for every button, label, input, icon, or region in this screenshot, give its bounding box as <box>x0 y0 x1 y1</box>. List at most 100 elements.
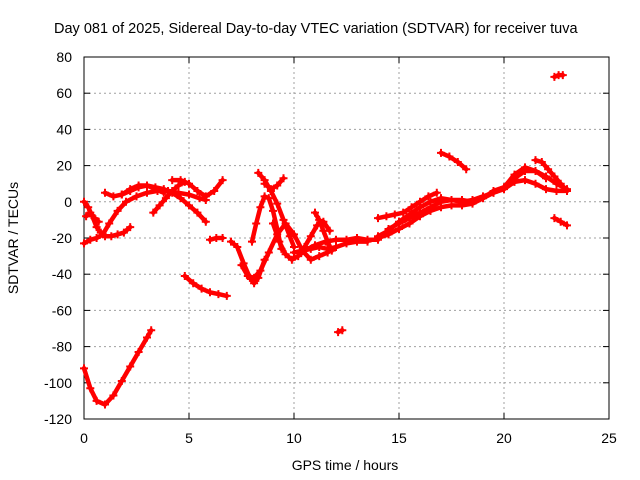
data-point <box>275 237 284 246</box>
data-point <box>109 391 118 400</box>
data-point <box>143 188 151 197</box>
data-point <box>273 181 282 190</box>
data-point <box>80 364 88 373</box>
data-point <box>315 252 324 261</box>
series-track-09 <box>180 272 231 300</box>
data-point <box>176 176 185 185</box>
series-track-04 <box>82 208 103 226</box>
data-point <box>416 197 424 206</box>
x-tick-labels: 0 5 10 15 20 25 <box>80 430 617 446</box>
data-point <box>101 188 109 197</box>
data-point <box>96 228 105 237</box>
y-tick-label: 80 <box>56 49 72 65</box>
data-point <box>332 243 340 252</box>
data-point <box>101 400 109 409</box>
data-point <box>437 197 445 206</box>
track-line <box>438 150 469 172</box>
data-point <box>279 215 288 224</box>
data-point <box>80 239 88 248</box>
data-point <box>254 168 263 177</box>
data-point <box>92 396 101 405</box>
y-tick-label: -80 <box>52 339 72 355</box>
data-point <box>113 206 122 215</box>
data-point <box>327 246 336 255</box>
data-point <box>195 194 204 203</box>
data-point <box>542 174 550 183</box>
data-point <box>315 243 324 252</box>
chart-title: Day 081 of 2025, Sidereal Day-to-day VTE… <box>54 21 578 37</box>
track-line <box>386 168 549 232</box>
data-point <box>143 333 151 342</box>
data-point <box>250 273 259 282</box>
series-track-28 <box>550 71 567 81</box>
data-point <box>218 176 227 185</box>
data-point <box>143 181 151 190</box>
data-point <box>126 223 135 232</box>
y-axis-label: SDTVAR / TECUs <box>5 182 21 294</box>
data-point <box>86 384 95 393</box>
y-tick-label: -40 <box>52 266 72 282</box>
data-point <box>266 185 275 194</box>
data-point <box>390 210 399 219</box>
data-point <box>453 157 462 166</box>
data-point <box>233 243 242 252</box>
data-point <box>180 272 189 281</box>
y-tick-label: 40 <box>56 121 72 137</box>
grid-lines <box>84 57 609 419</box>
data-point <box>256 203 265 212</box>
data-point <box>92 234 101 242</box>
data-point <box>109 192 118 201</box>
data-point <box>193 208 202 217</box>
y-tick-label: -60 <box>52 302 72 318</box>
track-line <box>239 221 370 281</box>
data-point <box>161 194 170 203</box>
data-point <box>384 224 393 233</box>
data-point <box>531 179 540 188</box>
series-track-18 <box>300 217 334 252</box>
data-point <box>382 212 391 221</box>
data-point <box>399 208 408 217</box>
data-point <box>521 167 529 176</box>
data-point <box>437 148 445 157</box>
data-point <box>363 235 372 244</box>
data-point <box>405 214 414 223</box>
data-point <box>206 288 214 297</box>
data-point <box>432 188 441 197</box>
data-point <box>80 197 88 206</box>
data-point <box>315 215 324 224</box>
data-point <box>531 156 540 165</box>
series-track-07 <box>149 177 189 217</box>
series-track-06 <box>117 181 210 226</box>
data-point <box>550 214 559 223</box>
data-point <box>264 248 273 257</box>
data-point <box>126 186 135 195</box>
data-point <box>134 183 143 192</box>
data-point <box>256 266 265 275</box>
data-point <box>168 186 177 195</box>
data-point <box>117 190 126 199</box>
data-point <box>424 192 433 201</box>
data-point <box>447 195 456 204</box>
data-point <box>201 192 210 201</box>
series-track-20 <box>334 326 347 337</box>
data-point <box>92 223 101 232</box>
data-point <box>542 185 550 194</box>
data-point <box>544 165 553 174</box>
data-point <box>323 237 332 246</box>
data-point <box>82 212 91 221</box>
x-tick-label: 15 <box>391 430 407 446</box>
data-point <box>105 219 114 228</box>
data-point <box>342 235 351 244</box>
data-point <box>269 219 277 228</box>
data-point <box>117 376 126 385</box>
data-point <box>416 208 424 217</box>
data-point <box>201 217 210 226</box>
data-point <box>237 261 246 270</box>
y-tick-label: 20 <box>56 158 72 174</box>
track-line <box>182 273 230 299</box>
data-point <box>185 201 193 210</box>
data-point <box>300 243 309 252</box>
data-point <box>281 250 290 259</box>
data-point <box>214 290 223 299</box>
